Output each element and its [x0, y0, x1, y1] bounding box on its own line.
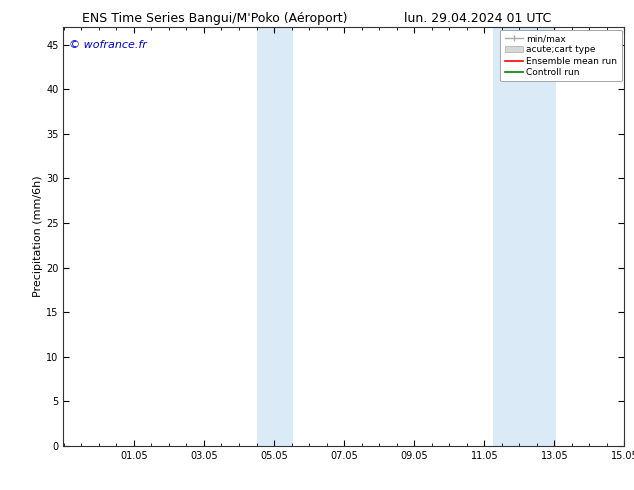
- Y-axis label: Precipitation (mm/6h): Precipitation (mm/6h): [33, 175, 43, 297]
- Text: lun. 29.04.2024 01 UTC: lun. 29.04.2024 01 UTC: [404, 12, 552, 25]
- Text: © wofrance.fr: © wofrance.fr: [69, 40, 147, 49]
- Bar: [493, 27, 556, 446]
- Legend: min/max, acute;cart type, Ensemble mean run, Controll run: min/max, acute;cart type, Ensemble mean …: [500, 30, 622, 81]
- Text: ENS Time Series Bangui/M'Poko (Aéroport): ENS Time Series Bangui/M'Poko (Aéroport): [82, 12, 348, 25]
- Bar: [257, 27, 294, 446]
